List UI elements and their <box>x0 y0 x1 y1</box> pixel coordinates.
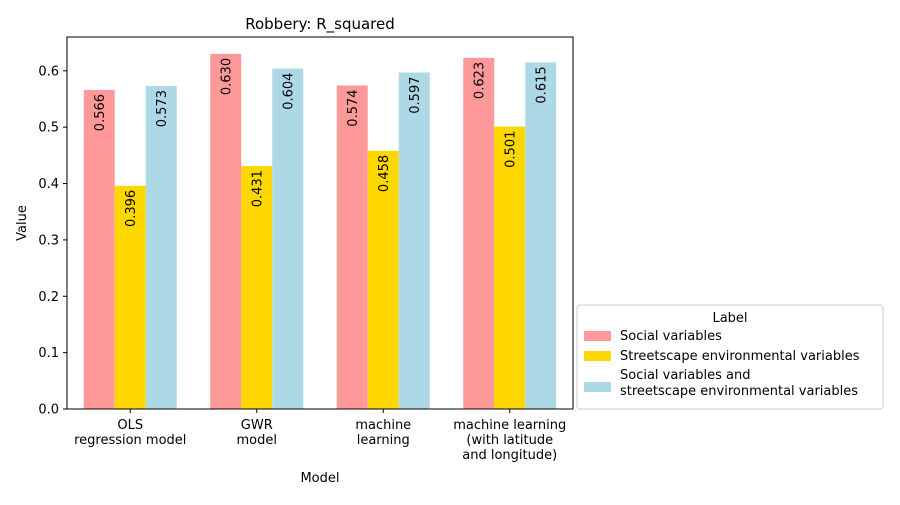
bar-1-2 <box>210 53 242 410</box>
data-label-2-3: 0.458 <box>377 155 392 192</box>
legend-swatch-2 <box>584 351 611 361</box>
x-tick-label-3-line-2: learning <box>357 433 410 448</box>
legend-title: Label <box>712 311 747 326</box>
bar-3-4 <box>525 62 557 409</box>
data-label-1-2: 0.630 <box>219 58 234 95</box>
y-tick-label-2: 0.2 <box>38 290 59 305</box>
x-tick-label-4-line-2: (with latitude <box>466 433 553 448</box>
data-label-3-4: 0.615 <box>534 66 549 103</box>
y-tick-label-5: 0.5 <box>38 121 59 136</box>
bar-1-1 <box>83 89 115 410</box>
bar-3-2 <box>272 68 304 410</box>
bar-2-3 <box>367 150 399 409</box>
legend-swatch-1 <box>584 331 611 341</box>
legend-box <box>576 304 884 410</box>
data-label-3-2: 0.604 <box>281 73 296 110</box>
data-label-2-4: 0.501 <box>503 131 518 168</box>
x-tick-label-1-line-1: OLS <box>117 418 143 433</box>
y-tick-label-1: 0.1 <box>38 346 59 361</box>
legend-swatch-3 <box>584 382 611 392</box>
data-label-3-3: 0.597 <box>408 77 423 114</box>
plot-frame <box>66 36 574 410</box>
data-label-1-3: 0.574 <box>346 89 361 126</box>
bar-1-4 <box>463 57 495 409</box>
legend-label-3-line-1: Social variables and <box>620 368 750 383</box>
bar-3-3 <box>398 72 430 409</box>
bar-1-3 <box>336 85 368 410</box>
data-label-3-1: 0.573 <box>155 90 170 127</box>
y-tick-label-4: 0.4 <box>38 177 59 192</box>
y-tick-label-6: 0.6 <box>38 64 59 79</box>
x-axis-label: Model <box>300 471 339 486</box>
bar-2-2 <box>241 166 273 409</box>
bar-3-1 <box>145 86 177 409</box>
legend-label-2: Streetscape environmental variables <box>620 349 860 364</box>
data-label-1-4: 0.623 <box>472 62 487 99</box>
legend-label-3-line-2: streetscape environmental variables <box>620 384 858 399</box>
x-tick-label-1-line-2: regression model <box>74 433 186 448</box>
legend-label-1: Social variables <box>620 329 722 344</box>
y-tick-label-3: 0.3 <box>38 233 59 248</box>
x-tick-label-2-line-1: GWR <box>241 418 273 433</box>
x-tick-label-2-line-2: model <box>237 433 277 448</box>
x-tick-label-3-line-1: machine <box>355 418 411 433</box>
data-label-2-2: 0.431 <box>250 170 265 207</box>
chart-title: Robbery: R_squared <box>245 15 395 34</box>
x-tick-label-4-line-3: and longitude) <box>462 448 557 463</box>
data-label-1-1: 0.566 <box>93 94 108 131</box>
y-axis-label: Value <box>15 205 30 241</box>
bar-2-1 <box>114 185 146 409</box>
x-tick-label-4-line-1: machine learning <box>453 418 566 433</box>
y-tick-label-0: 0.0 <box>38 403 59 418</box>
bar-2-4 <box>494 126 526 410</box>
data-label-2-1: 0.396 <box>124 190 139 227</box>
